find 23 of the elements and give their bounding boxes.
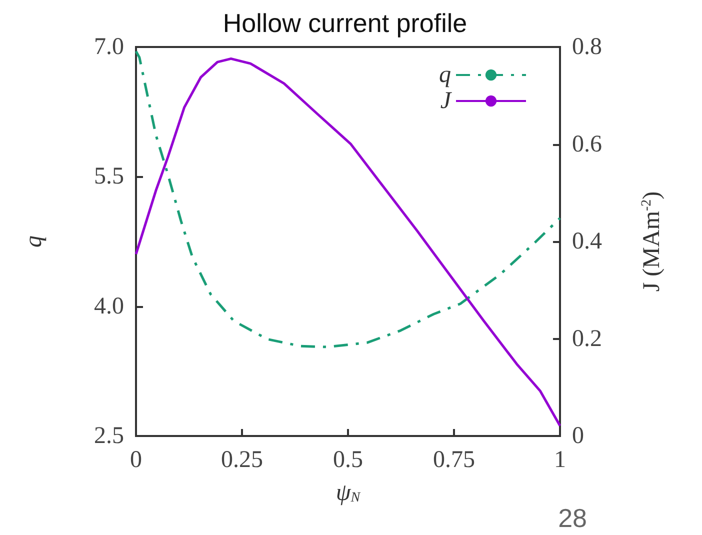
text: 28 [558, 503, 587, 533]
x-tick-label: 0.5 [333, 447, 363, 473]
y-tick-label: 2.5 [94, 423, 124, 449]
line-series [134, 50, 562, 348]
y-tick-label: 7.0 [94, 34, 124, 60]
y-axis-title: q [21, 236, 47, 248]
y-tick-label: 5.5 [94, 164, 124, 190]
legend-label: J [440, 88, 452, 114]
y2-tick-label: 0.4 [572, 228, 602, 254]
y2-tick-label: 0.6 [572, 131, 602, 158]
y2-tick-label: 0.2 [572, 326, 602, 352]
legend-label: q [439, 62, 451, 88]
x-tick-label: 0.25 [221, 447, 263, 473]
x-tick-label: 0.75 [433, 447, 475, 473]
y2-axis-title: J (MAm-2) [639, 191, 665, 292]
chart-title: Hollow current profile [222, 8, 468, 38]
line-series [134, 57, 562, 428]
y2-tick-label: 0 [572, 423, 584, 449]
y-tick-label: 4.0 [94, 293, 124, 320]
y2-tick-label: 0.8 [572, 34, 602, 60]
x-tick-label: 0 [130, 447, 142, 473]
x-axis-title: ψN [336, 480, 361, 506]
x-tick-label: 1 [554, 447, 566, 473]
